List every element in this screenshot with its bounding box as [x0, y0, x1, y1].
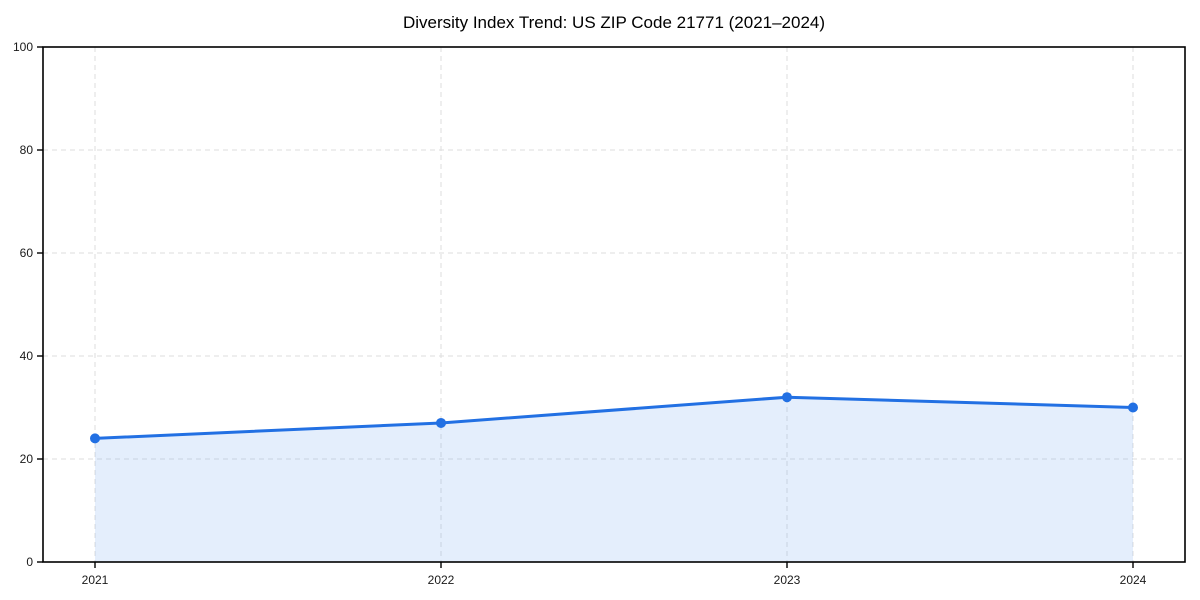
- y-tick-label: 80: [20, 143, 34, 157]
- data-point: [782, 392, 792, 403]
- x-tick-label: 2022: [428, 573, 455, 587]
- y-tick-label: 0: [26, 555, 33, 569]
- data-point: [1128, 402, 1138, 413]
- data-point: [90, 433, 100, 444]
- data-point: [436, 417, 446, 428]
- chart-title: Diversity Index Trend: US ZIP Code 21771…: [402, 13, 826, 32]
- axis-spine: [42, 46, 1186, 563]
- y-tick-label: 40: [20, 349, 34, 363]
- area-fill: [95, 397, 1133, 562]
- x-tick-label: 2021: [82, 573, 109, 587]
- y-tick-label: 60: [20, 246, 34, 260]
- trend-line: [93, 395, 1135, 440]
- x-tick-label: 2023: [774, 573, 801, 587]
- x-tick-label: 2024: [1120, 573, 1147, 587]
- y-tick-label: 100: [13, 40, 33, 54]
- y-tick-label: 20: [20, 452, 34, 466]
